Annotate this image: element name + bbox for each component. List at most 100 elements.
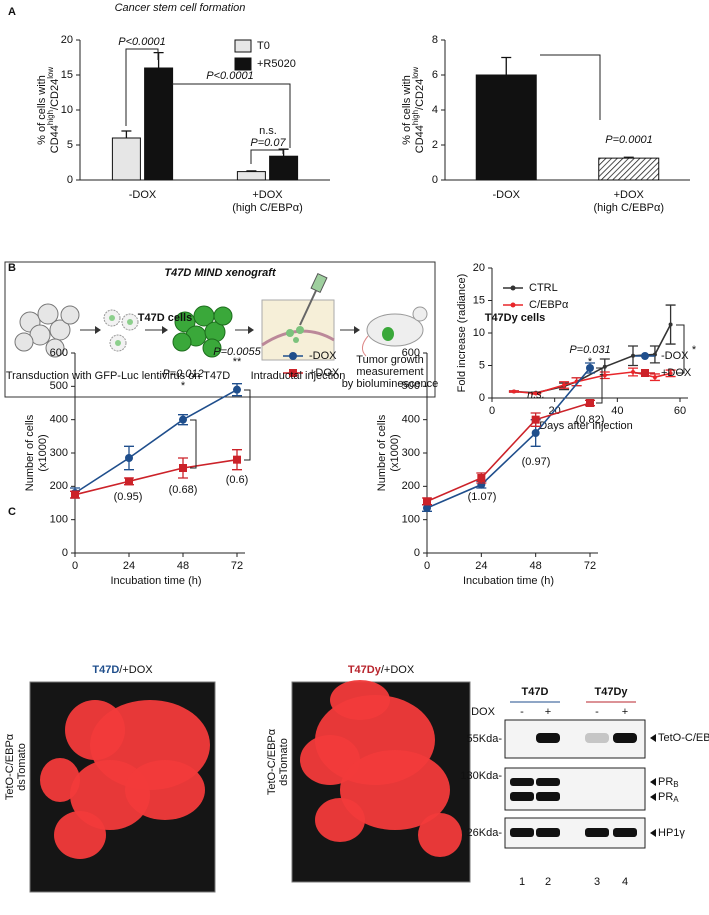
- legend-swatch: [234, 39, 252, 53]
- legend-label: T0: [257, 40, 270, 52]
- series-line: [74, 388, 238, 494]
- cell-fluorescence: [340, 750, 450, 830]
- annotation: *: [588, 356, 593, 368]
- schematic-title: T47D MIND xenograft: [164, 267, 277, 279]
- blot-panel: [504, 767, 646, 811]
- lane-sign: -: [595, 706, 599, 718]
- marker: [531, 415, 540, 424]
- marker: [631, 353, 635, 358]
- mw-marker: 130Kda-: [460, 770, 502, 782]
- y-axis-label-part: low: [46, 67, 55, 79]
- annotation: *: [692, 344, 697, 356]
- y-tick-label: 300: [50, 447, 68, 459]
- y-tick-label: 10: [473, 327, 485, 339]
- marker: [233, 385, 241, 394]
- marker: [71, 490, 79, 499]
- cell-line: T47D: [92, 664, 119, 676]
- protein-label: PRA: [658, 791, 679, 804]
- lane-number: 4: [622, 876, 628, 888]
- marker: [423, 497, 431, 506]
- chart-title: Cancer stem cell formation: [115, 2, 246, 14]
- annotation: P<0.0001: [206, 70, 253, 82]
- y-tick-label: 8: [432, 34, 438, 46]
- marker: [652, 375, 657, 380]
- error-bar: [623, 156, 634, 159]
- x-axis-label: Incubation time (h): [463, 575, 554, 587]
- band: [510, 828, 534, 837]
- bar: [111, 137, 141, 181]
- y-axis-label-part: /CD24: [49, 79, 61, 110]
- y-tick-label: 100: [402, 514, 420, 526]
- band: [536, 733, 560, 743]
- y-axis-label: CD44high/CD24low: [411, 67, 426, 154]
- y-tick-label: 100: [50, 514, 68, 526]
- treatment-label: DOX: [471, 706, 496, 718]
- side-label: TetO-C/EBPα: [4, 733, 16, 800]
- annotation: P=0.012: [162, 368, 203, 380]
- annotation: P<0.0001: [118, 36, 165, 48]
- bar: [144, 67, 174, 181]
- y-tick-label: 400: [402, 414, 420, 426]
- side-label: TetO-C/EBPα: [266, 728, 278, 795]
- series-line: [513, 371, 671, 395]
- annotation: (0.95): [114, 491, 143, 503]
- error-bar: [121, 130, 132, 138]
- marker: [125, 477, 133, 486]
- x-tick-label: 0: [424, 560, 430, 572]
- x-tick-label: -DOX: [493, 189, 521, 201]
- x-tick-label: 48: [530, 560, 542, 572]
- micrograph-title: T47D/+DOX: [92, 664, 153, 676]
- group-label: T47Dy: [594, 686, 628, 698]
- step-label: Tumor growth: [356, 354, 423, 366]
- x-tick-label: 24: [123, 560, 135, 572]
- y-tick-label: 200: [402, 480, 420, 492]
- band: [510, 792, 534, 801]
- error-bar: [246, 170, 257, 172]
- annotation: P=0.0001: [605, 134, 652, 146]
- error-bar: [278, 148, 289, 157]
- bracket: [190, 419, 197, 469]
- y-axis-label: (x1000): [389, 434, 401, 471]
- y-tick-label: 15: [473, 294, 485, 306]
- bracket: [172, 83, 291, 148]
- marker: [511, 389, 516, 394]
- x-tick-label: 0: [489, 405, 495, 417]
- step-label: by bioluminescence: [342, 378, 439, 390]
- annotation: P=0.07: [250, 137, 286, 149]
- marker: [586, 364, 594, 372]
- protein-label: PRB: [658, 776, 679, 789]
- marker: [533, 391, 538, 396]
- bracket: [596, 367, 603, 404]
- y-axis-label-part: low: [411, 67, 420, 79]
- y-tick-label: 600: [402, 347, 420, 359]
- chart-title: T47D cells: [138, 312, 192, 324]
- marker: [423, 504, 431, 512]
- legend-marker: [641, 352, 649, 360]
- protein-name: PR: [658, 776, 673, 788]
- marker: [602, 373, 607, 378]
- band: [536, 792, 560, 801]
- lane-number: 2: [545, 876, 551, 888]
- annotation: (0.6): [226, 474, 249, 486]
- y-axis-label-part: high: [46, 110, 55, 125]
- y-axis-label: (x1000): [37, 434, 49, 471]
- legend-marker: [289, 369, 297, 377]
- arrow: [650, 829, 656, 837]
- isoform: A: [673, 795, 679, 804]
- x-tick-label: +DOX: [614, 189, 645, 201]
- y-axis-label-part: CD44: [414, 125, 426, 153]
- arrow: [650, 778, 656, 786]
- x-tick-label: +DOX: [252, 189, 283, 201]
- annotation: **: [233, 356, 242, 368]
- bar: [269, 155, 299, 181]
- y-tick-label: 10: [61, 104, 73, 116]
- y-axis-label-part: /CD24: [414, 79, 426, 110]
- y-axis-label: Number of cells: [24, 414, 36, 491]
- marker: [179, 415, 187, 424]
- marker: [602, 364, 607, 369]
- y-tick-label: 300: [402, 447, 420, 459]
- y-tick-label: 15: [61, 69, 73, 81]
- protein-label: TetO-C/EBPα: [658, 732, 709, 744]
- mw-marker: 55Kda-: [467, 733, 503, 745]
- annotation: P=0.031: [569, 344, 610, 356]
